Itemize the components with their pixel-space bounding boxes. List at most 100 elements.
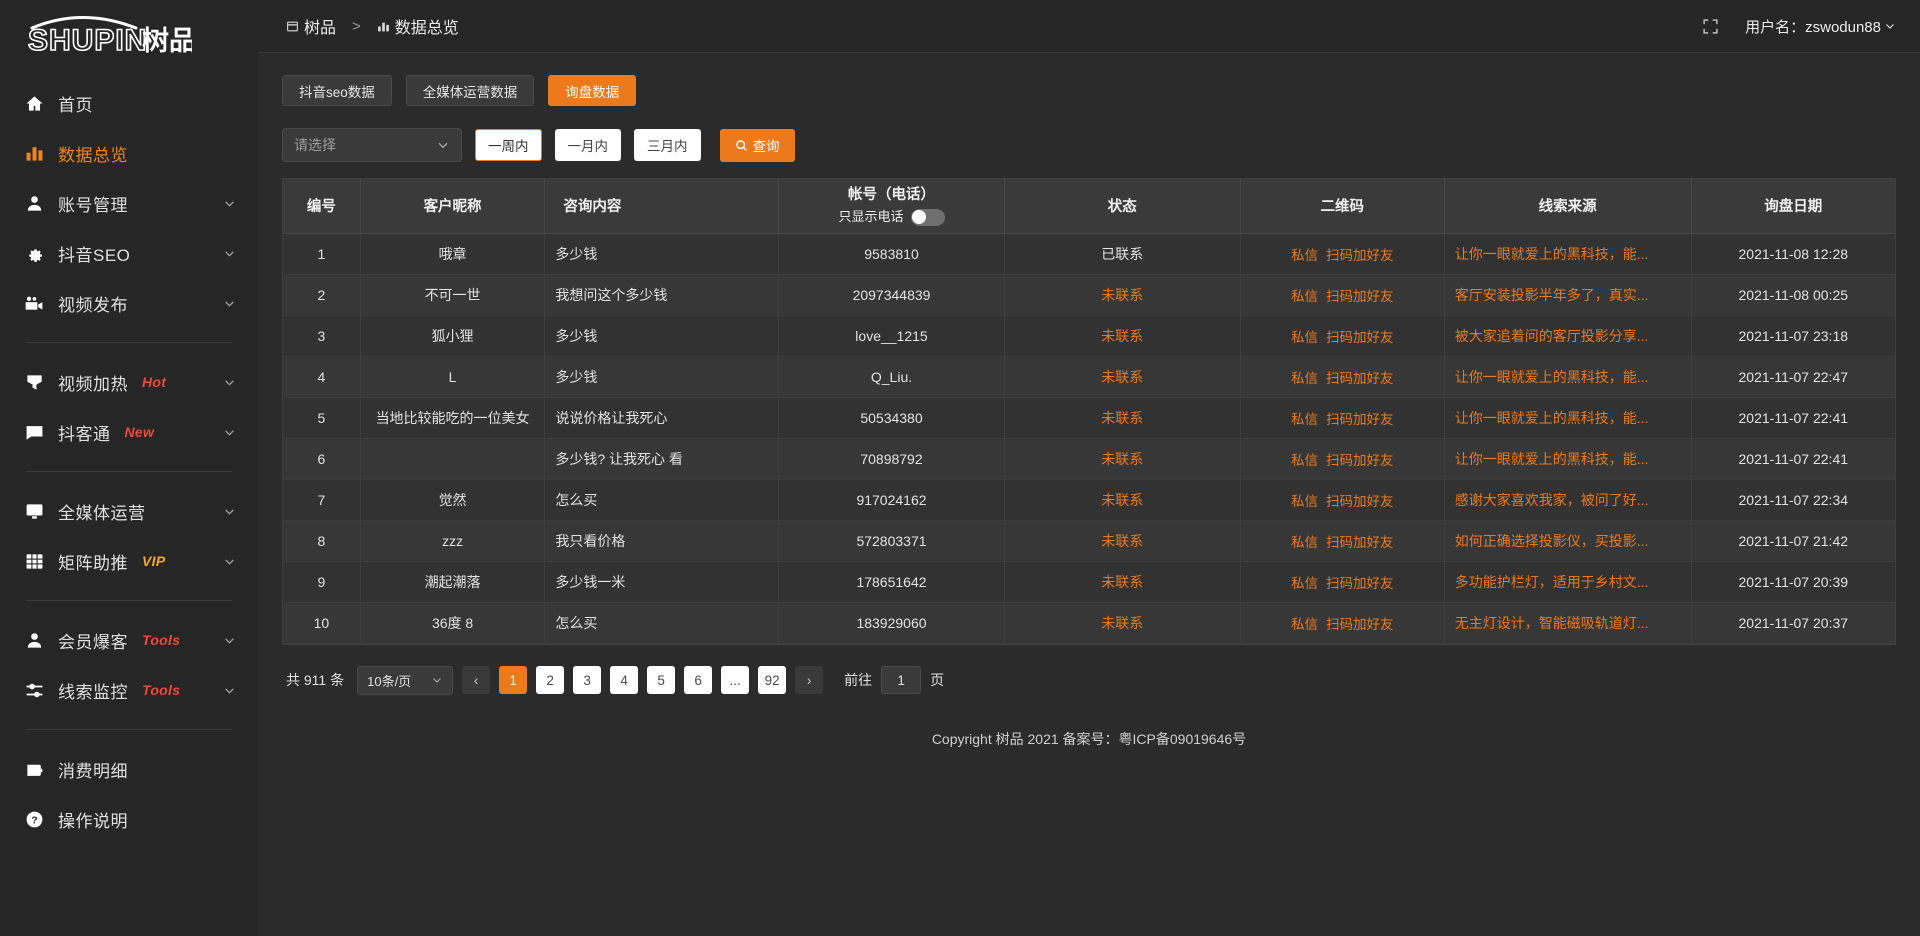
pagination-page-3[interactable]: 3 (573, 666, 602, 695)
private-message-link[interactable]: 私信 (1291, 616, 1318, 632)
cell-date: 2021-11-08 12:28 (1691, 233, 1895, 275)
sidebar-item-douyin-seo[interactable]: 抖音SEO (0, 228, 258, 278)
cell-status: 未联系 (1004, 520, 1241, 562)
pagination-prev[interactable]: ‹ (462, 666, 491, 695)
grid-icon (24, 551, 44, 571)
table-header-row: 编号 客户昵称 咨询内容 帐号（电话） 只显示电话 (283, 179, 1895, 234)
pagination-page-6[interactable]: 6 (684, 666, 713, 695)
cell-source[interactable]: 让你一眼就爱上的黑科技，能... (1444, 233, 1692, 275)
sidebar-item-label: 线索监控 (58, 682, 128, 702)
pagination-next[interactable]: › (795, 666, 824, 695)
private-message-link[interactable]: 私信 (1291, 534, 1318, 550)
cell-content: 我想问这个多少钱 (544, 274, 780, 316)
scan-add-friend-link[interactable]: 扫码加好友 (1326, 534, 1394, 550)
query-button[interactable]: 查询 (719, 128, 795, 162)
private-message-link[interactable]: 私信 (1291, 288, 1318, 304)
scan-add-friend-link[interactable]: 扫码加好友 (1326, 575, 1394, 591)
table-row: 3 狐小狸 多少钱 love__1215 未联系 私信 扫码加好友 被大家追着问的客厅投影分享… (283, 315, 1895, 357)
private-message-link[interactable]: 私信 (1291, 452, 1318, 468)
cell-status: 未联系 (1004, 315, 1241, 357)
pagination-page-1[interactable]: 1 (499, 666, 528, 695)
page-size-select[interactable]: 10条/页 (357, 665, 454, 695)
sidebar-divider-3 (26, 600, 232, 601)
pagination-page-4[interactable]: 4 (610, 666, 639, 695)
tab-omni-media-data[interactable]: 全媒体运营数据 (405, 75, 535, 106)
cell-source[interactable]: 被大家追着问的客厅投影分享... (1444, 315, 1692, 357)
table-row: 9 潮起潮落 多少钱一米 178651642 未联系 私信 扫码加好友 多功能护栏灯，适用于乡… (283, 561, 1895, 603)
sidebar-item-omni-media[interactable]: 全媒体运营 (0, 486, 258, 536)
cell-source[interactable]: 感谢大家喜欢我家，被问了好... (1444, 479, 1692, 521)
cell-source[interactable]: 多功能护栏灯，适用于乡村文... (1444, 561, 1692, 603)
sidebar-item-label: 首页 (58, 95, 93, 115)
cell-nickname: 当地比较能吃的一位美女 (360, 397, 546, 439)
sidebar-item-account-management[interactable]: 账号管理 (0, 178, 258, 228)
scan-add-friend-link[interactable]: 扫码加好友 (1326, 452, 1394, 468)
tab-inquiry-data[interactable]: 询盘数据 (548, 75, 637, 106)
sidebar-item-member-growth[interactable]: 会员爆客 Tools (0, 615, 258, 665)
cell-nickname: 哦章 (360, 233, 546, 275)
scan-add-friend-link[interactable]: 扫码加好友 (1326, 247, 1394, 263)
table-row: 4 L 多少钱 Q_Liu. 未联系 私信 扫码加好友 让你一眼就爱上的黑科技，能... 202… (283, 356, 1895, 398)
pagination-jump-suffix: 页 (930, 672, 945, 689)
scan-add-friend-link[interactable]: 扫码加好友 (1326, 288, 1394, 304)
scan-add-friend-link[interactable]: 扫码加好友 (1326, 493, 1394, 509)
private-message-link[interactable]: 私信 (1291, 411, 1318, 427)
cell-source[interactable]: 客厅安装投影半年多了，真实... (1444, 274, 1692, 316)
scan-add-friend-link[interactable]: 扫码加好友 (1326, 411, 1394, 427)
private-message-link[interactable]: 私信 (1291, 575, 1318, 591)
th-status: 状态 (1004, 179, 1241, 234)
fullscreen-icon[interactable] (1702, 18, 1719, 35)
pagination-page-2[interactable]: 2 (536, 666, 565, 695)
rocket-icon (24, 372, 44, 392)
cell-date: 2021-11-07 21:42 (1691, 520, 1895, 562)
sidebar-item-video-boost[interactable]: 视频加热 Hot (0, 357, 258, 407)
breadcrumb-root[interactable]: 树品 (286, 14, 336, 38)
cell-source[interactable]: 让你一眼就爱上的黑科技，能... (1444, 438, 1692, 480)
pagination-page-5[interactable]: 5 (647, 666, 676, 695)
pagination-page-last[interactable]: 92 (758, 666, 787, 695)
sidebar-item-badge: VIP (142, 553, 166, 569)
sidebar-item-data-overview[interactable]: 数据总览 (0, 128, 258, 178)
th-qrcode: 二维码 (1240, 179, 1445, 234)
tab-douyin-seo-data[interactable]: 抖音seo数据 (282, 75, 392, 106)
sliders-icon (24, 680, 44, 700)
private-message-link[interactable]: 私信 (1291, 370, 1318, 386)
brand-logo[interactable]: SHUPIN 树品 (0, 0, 258, 66)
cell-source[interactable]: 让你一眼就爱上的黑科技，能... (1444, 397, 1692, 439)
scan-add-friend-link[interactable]: 扫码加好友 (1326, 329, 1394, 345)
cell-index: 2 (283, 274, 361, 316)
cell-source[interactable]: 让你一眼就爱上的黑科技，能... (1444, 356, 1692, 398)
private-message-link[interactable]: 私信 (1291, 493, 1318, 509)
pagination-jump-input[interactable] (881, 666, 922, 695)
sidebar-item-douketong[interactable]: 抖客通 New (0, 407, 258, 457)
sidebar-item-lead-monitor[interactable]: 线索监控 Tools (0, 665, 258, 715)
cell-content: 多少钱 (544, 315, 780, 357)
pagination: 共 911 条 10条/页 ‹ 1 2 3 4 5 6 ... 92 › 前往 … (282, 645, 1896, 695)
bar-chart-icon (377, 20, 390, 33)
cell-source[interactable]: 无主灯设计，智能磁吸轨道灯... (1444, 602, 1692, 644)
chevron-down-icon (222, 375, 236, 389)
chevron-down-icon (1886, 24, 1894, 29)
sidebar-item-instructions[interactable]: ? 操作说明 (0, 794, 258, 844)
sidebar-item-label: 操作说明 (58, 811, 128, 831)
cell-nickname: 狐小狸 (360, 315, 546, 357)
range-btn-one-month[interactable]: 一月内 (554, 129, 621, 161)
sidebar-item-home[interactable]: 首页 (0, 78, 258, 128)
chevron-down-icon (222, 683, 236, 697)
cell-source[interactable]: 如何正确选择投影仪，买投影... (1444, 520, 1692, 562)
account-select[interactable]: 请选择 (282, 128, 462, 162)
range-btn-one-week[interactable]: 一周内 (475, 129, 542, 161)
pagination-ellipsis[interactable]: ... (721, 666, 750, 695)
home-icon (24, 93, 44, 113)
range-btn-three-month[interactable]: 三月内 (634, 129, 701, 161)
private-message-link[interactable]: 私信 (1291, 247, 1318, 263)
user-menu[interactable]: 用户名：zswodun88 (1745, 16, 1896, 37)
private-message-link[interactable]: 私信 (1291, 329, 1318, 345)
scan-add-friend-link[interactable]: 扫码加好友 (1326, 616, 1394, 632)
sidebar-item-video-publish[interactable]: 视频发布 (0, 278, 258, 328)
sidebar-item-badge: Hot (142, 374, 167, 390)
sidebar-item-consumption-detail[interactable]: 消费明细 (0, 744, 258, 794)
show-phone-only-toggle[interactable] (910, 208, 945, 226)
sidebar-item-matrix-boost[interactable]: 矩阵助推 VIP (0, 536, 258, 586)
scan-add-friend-link[interactable]: 扫码加好友 (1326, 370, 1394, 386)
